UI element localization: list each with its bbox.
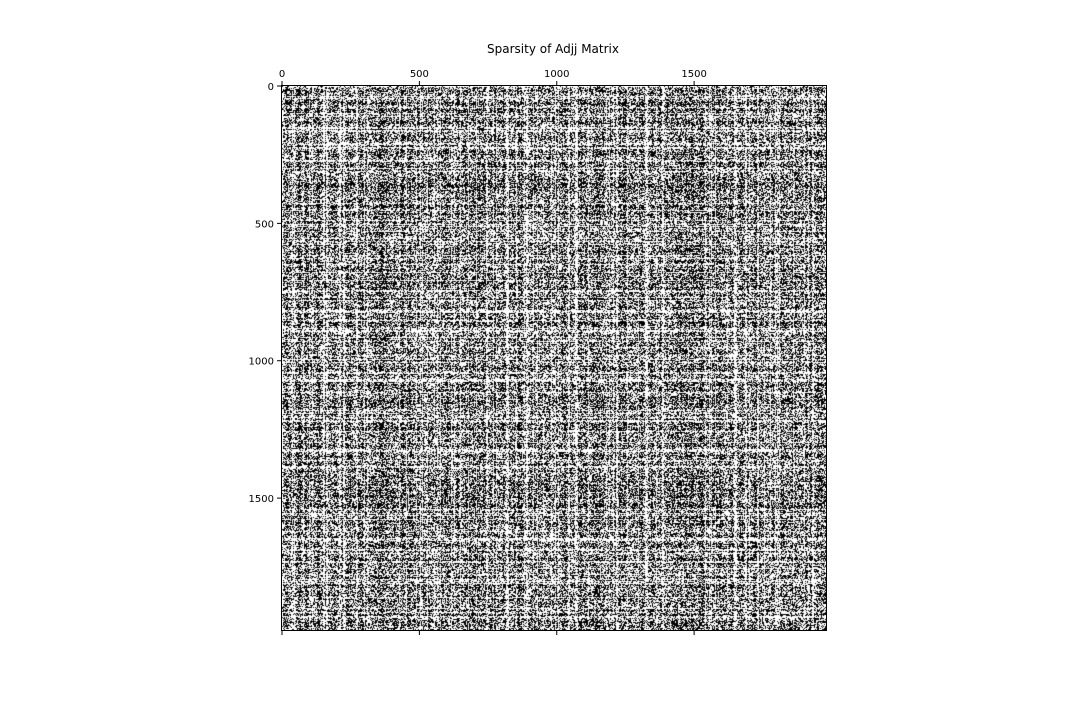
- x-axis-ticks: 0 500 1000 1500: [279, 69, 707, 635]
- x-tick-label: 0: [279, 69, 285, 80]
- y-axis-ticks: 0 500 1000 1500: [249, 82, 281, 505]
- y-tick-label: 0: [268, 82, 274, 93]
- x-tick-label: 1000: [544, 69, 569, 80]
- x-tick-label: 500: [410, 69, 429, 80]
- y-tick-label: 1500: [249, 494, 274, 505]
- x-tick-label: 1500: [681, 69, 706, 80]
- y-tick-label: 1000: [249, 357, 274, 368]
- y-tick-label: 500: [255, 219, 274, 230]
- sparsity-pattern-image: [282, 86, 826, 630]
- chart-title: Sparsity of Adjj Matrix: [487, 42, 619, 56]
